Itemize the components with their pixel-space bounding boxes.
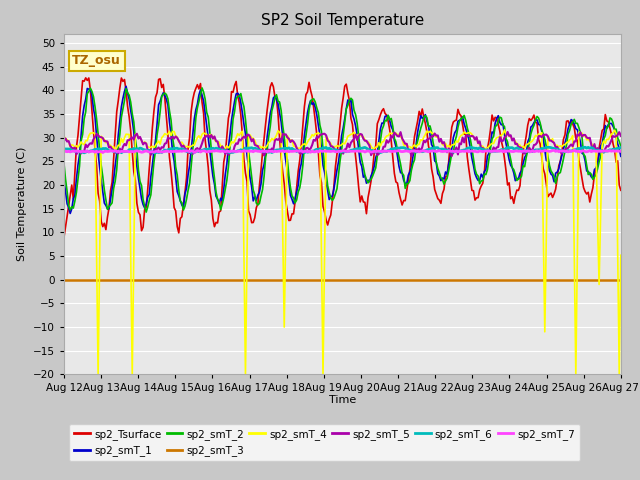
sp2_smT_6 [60,146,68,152]
sp2_Tsurface [246,212,254,217]
sp2_Tsurface [588,191,595,197]
sp2_smT_3 [617,277,625,283]
sp2_smT_1 [122,84,130,89]
sp2_smT_7 [228,148,236,154]
sp2_smT_7 [617,148,625,154]
sp2_smT_3 [244,277,252,283]
sp2_smT_5 [504,129,511,135]
sp2_Tsurface [60,234,68,240]
sp2_smT_7 [130,149,138,155]
sp2_Tsurface [617,187,625,193]
sp2_smT_5 [244,132,252,138]
Line: sp2_smT_4: sp2_smT_4 [64,130,621,374]
sp2_smT_1 [131,151,139,156]
sp2_smT_3 [586,277,594,283]
sp2_smT_4 [228,139,236,144]
sp2_smT_6 [255,148,263,154]
sp2_smT_1 [589,176,596,181]
sp2_smT_7 [246,148,254,154]
sp2_smT_3 [129,277,136,283]
sp2_smT_5 [617,133,625,139]
sp2_smT_7 [589,148,596,154]
sp2_smT_1 [229,107,237,113]
Line: sp2_smT_7: sp2_smT_7 [64,150,621,153]
sp2_smT_6 [129,147,136,153]
sp2_smT_4 [305,137,313,143]
sp2_smT_7 [305,148,313,154]
Line: sp2_smT_5: sp2_smT_5 [64,132,621,156]
sp2_smT_4 [130,252,138,257]
sp2_Tsurface [305,80,313,85]
sp2_smT_6 [228,149,236,155]
sp2_smT_1 [307,97,314,103]
sp2_smT_4 [617,252,625,258]
sp2_smT_5 [129,134,136,140]
X-axis label: Time: Time [329,395,356,405]
sp2_smT_6 [589,145,596,151]
sp2_smT_2 [129,111,136,117]
sp2_smT_2 [617,143,625,149]
sp2_smT_5 [254,143,262,149]
sp2_smT_2 [198,85,206,91]
Text: TZ_osu: TZ_osu [72,54,121,67]
sp2_Tsurface [130,169,138,175]
sp2_Tsurface [228,89,236,95]
sp2_smT_3 [60,277,68,283]
sp2_smT_6 [617,144,625,150]
sp2_smT_6 [246,145,254,151]
Y-axis label: Soil Temperature (C): Soil Temperature (C) [17,147,28,261]
sp2_smT_4 [60,133,68,139]
sp2_smT_5 [226,150,234,156]
sp2_smT_5 [408,154,415,159]
sp2_smT_7 [255,148,263,154]
Legend: sp2_Tsurface, sp2_smT_1, sp2_smT_2, sp2_smT_3, sp2_smT_4, sp2_smT_5, sp2_smT_6, : sp2_Tsurface, sp2_smT_1, sp2_smT_2, sp2_… [69,424,580,461]
sp2_Tsurface [82,75,90,81]
sp2_smT_4 [94,372,102,377]
Title: SP2 Soil Temperature: SP2 Soil Temperature [260,13,424,28]
sp2_smT_5 [60,138,68,144]
sp2_smT_3 [254,277,262,283]
sp2_smT_3 [303,277,311,283]
sp2_smT_5 [303,145,311,151]
sp2_smT_2 [248,173,255,179]
sp2_smT_1 [60,179,68,184]
Line: sp2_smT_6: sp2_smT_6 [64,147,621,153]
sp2_smT_4 [246,132,254,138]
sp2_smT_7 [570,147,578,153]
sp2_smT_2 [60,160,68,166]
sp2_smT_7 [60,149,68,155]
sp2_smT_4 [255,143,263,148]
sp2_smT_5 [589,147,596,153]
Line: sp2_smT_1: sp2_smT_1 [64,86,621,214]
sp2_smT_3 [226,277,234,283]
sp2_smT_6 [467,144,474,150]
sp2_smT_2 [589,177,596,182]
sp2_smT_4 [500,127,508,133]
sp2_smT_7 [99,150,107,156]
sp2_smT_6 [152,150,159,156]
sp2_smT_2 [229,116,237,122]
Line: sp2_Tsurface: sp2_Tsurface [64,78,621,237]
sp2_smT_2 [307,98,314,104]
sp2_Tsurface [255,183,263,189]
sp2_smT_2 [257,193,265,199]
Line: sp2_smT_2: sp2_smT_2 [64,88,621,212]
sp2_smT_1 [617,154,625,159]
sp2_smT_2 [142,209,150,215]
sp2_smT_4 [589,143,596,149]
sp2_smT_1 [67,211,74,216]
sp2_smT_6 [305,149,313,155]
sp2_smT_1 [248,184,255,190]
sp2_smT_1 [257,181,265,187]
